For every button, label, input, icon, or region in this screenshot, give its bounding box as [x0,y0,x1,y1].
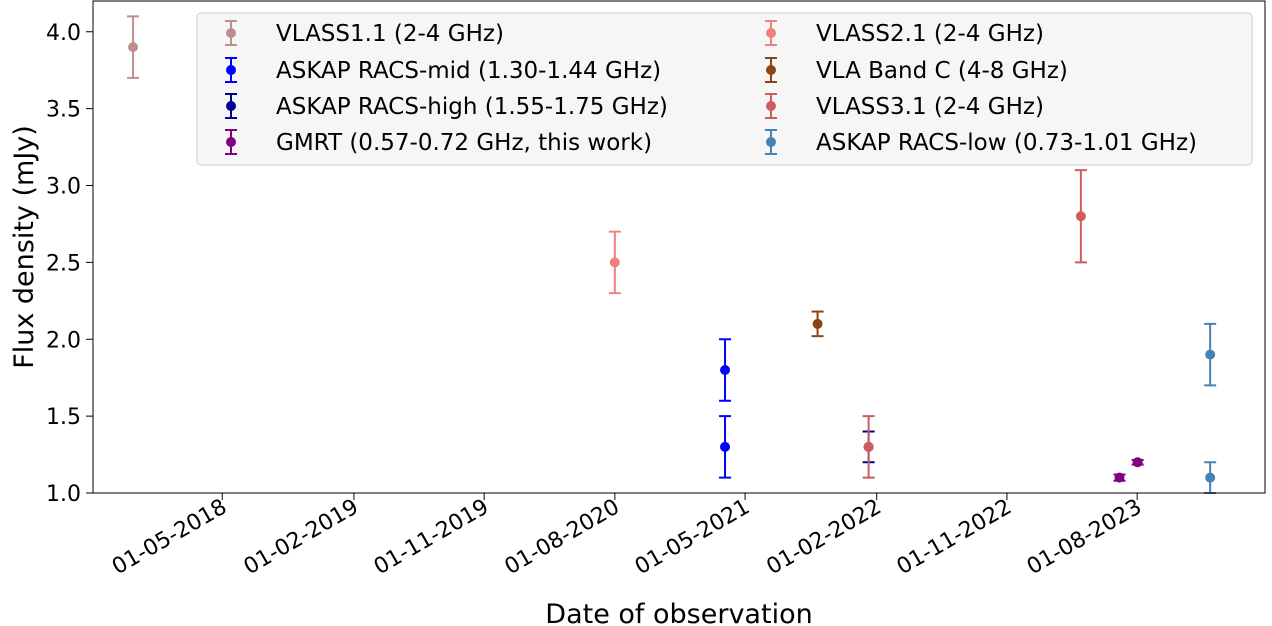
x-tick-label: 01-05-2021 [631,495,754,581]
marker [812,318,823,329]
legend-marker [766,137,776,147]
legend-item: ASKAP RACS-mid (1.30-1.44 GHz) [225,57,661,84]
legend-label: ASKAP RACS-low (0.73-1.01 GHz) [816,130,1197,156]
legend: VLASS1.1 (2-4 GHz) VLASS2.1 (2-4 GHz) ASKA… [196,12,1253,166]
data-point [811,310,824,338]
legend-marker [766,65,776,75]
legend-item: GMRT (0.57-0.72 GHz, this work) [225,129,652,156]
legend-marker [766,101,776,111]
legend-item: VLASS1.1 (2-4 GHz) [225,20,504,47]
legend-marker [766,28,776,38]
y-tick-label: 2.0 [46,328,81,353]
marker [720,441,731,452]
x-tick-label: 01-05-2018 [108,495,231,581]
data-point [719,415,732,479]
marker [1114,472,1125,483]
marker [128,42,139,53]
legend-label: VLASS1.1 (2-4 GHz) [276,21,504,47]
data-point [1113,472,1126,483]
legend-marker [226,137,236,147]
marker [1205,349,1216,360]
x-axis-label: Date of observation [545,599,812,626]
y-tick-label: 2.5 [46,251,81,276]
legend-item: VLASS2.1 (2-4 GHz) [765,20,1044,47]
marker [863,441,874,452]
x-tick-label: 01-11-2019 [370,495,493,581]
y-tick-label: 3.5 [46,98,81,123]
x-tick-label: 01-02-2022 [762,495,885,581]
legend-item: ASKAP RACS-high (1.55-1.75 GHz) [225,93,668,120]
data-point [862,415,875,479]
y-tick-label: 1.5 [46,405,81,430]
marker [609,257,620,268]
x-axis: 01-05-2018 01-02-2019 01-11-2019 01-08-2020… [108,493,1146,580]
data-point [719,338,732,402]
data-point [1131,457,1144,468]
x-tick-label: 01-02-2019 [240,495,363,581]
legend-marker [226,65,236,75]
marker [720,365,731,375]
marker [1205,472,1216,483]
legend-label: GMRT (0.57-0.72 GHz, this work) [276,130,652,156]
legend-item: VLASS3.1 (2-4 GHz) [765,93,1044,120]
legend-marker [226,101,236,111]
legend-item: VLA Band C (4-8 GHz) [765,57,1068,84]
legend-label: ASKAP RACS-mid (1.30-1.44 GHz) [276,58,661,84]
marker [1132,457,1143,468]
data-point [1074,169,1087,264]
y-axis-label: Flux density (mJy) [9,125,40,369]
x-tick-label: 01-08-2023 [1023,495,1146,581]
legend-marker [226,28,236,38]
data-point [1204,322,1217,387]
data-points [127,15,1217,494]
x-tick-label: 01-11-2022 [893,495,1016,581]
legend-label: VLASS3.1 (2-4 GHz) [816,94,1044,120]
plot-frame [92,0,1266,494]
data-point [127,15,140,79]
y-axis: 1.0 1.5 2.0 2.5 3.0 3.5 4.0 [46,21,93,507]
y-tick-label: 3.0 [46,175,81,200]
x-tick-label: 01-08-2020 [501,495,624,581]
legend-label: VLA Band C (4-8 GHz) [816,58,1068,84]
data-point [1204,461,1217,494]
legend-item: ASKAP RACS-low (0.73-1.01 GHz) [765,129,1197,156]
legend-label: VLASS2.1 (2-4 GHz) [816,21,1044,47]
legend-label: ASKAP RACS-high (1.55-1.75 GHz) [276,94,668,120]
data-point [608,230,621,295]
y-tick-label: 4.0 [46,21,81,46]
marker [1075,211,1086,222]
legend-box [196,12,1253,166]
y-tick-label: 1.0 [46,482,81,507]
